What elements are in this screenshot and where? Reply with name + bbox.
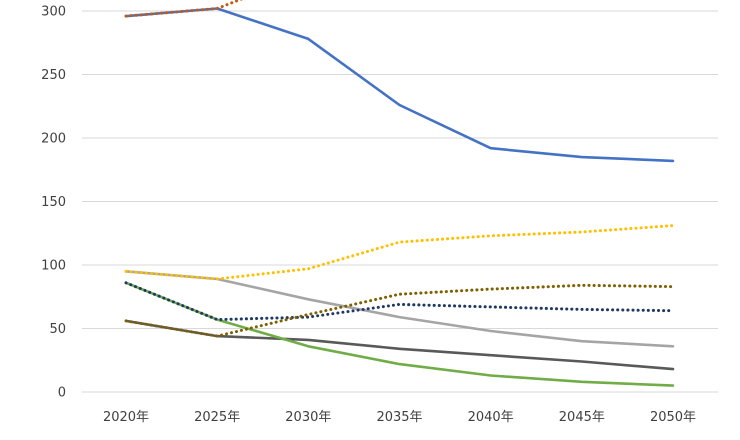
x-tick-label: 2030年 [285,410,331,425]
series-line-5 [124,224,675,281]
y-tick-label: 250 [41,68,66,83]
gridlines [82,10,718,393]
y-tick-label: 100 [41,259,66,274]
y-tick-label: 50 [49,322,66,337]
x-tick-label: 2045年 [559,410,605,425]
x-tick-label: 2050年 [650,410,696,425]
y-tick-label: 300 [41,5,66,20]
y-tick-label: 150 [41,195,66,210]
series-lines [124,0,675,387]
y-tick-label: 0 [58,386,66,401]
y-tick-label: 200 [41,132,66,147]
series-line-6 [124,281,675,322]
x-tick-label: 2040年 [468,410,514,425]
x-tick-label: 2020年 [103,410,149,425]
series-line-8 [124,0,244,18]
series-line-7 [124,283,675,338]
y-axis-tick-labels: 0 50 100 150 200 250 300 [41,5,66,401]
x-tick-label: 2025年 [194,410,240,425]
x-tick-label: 2035年 [376,410,422,425]
x-axis-tick-labels: 2020年 2025年 2030年 2035年 2040年 2045年 2050年 [103,410,696,425]
